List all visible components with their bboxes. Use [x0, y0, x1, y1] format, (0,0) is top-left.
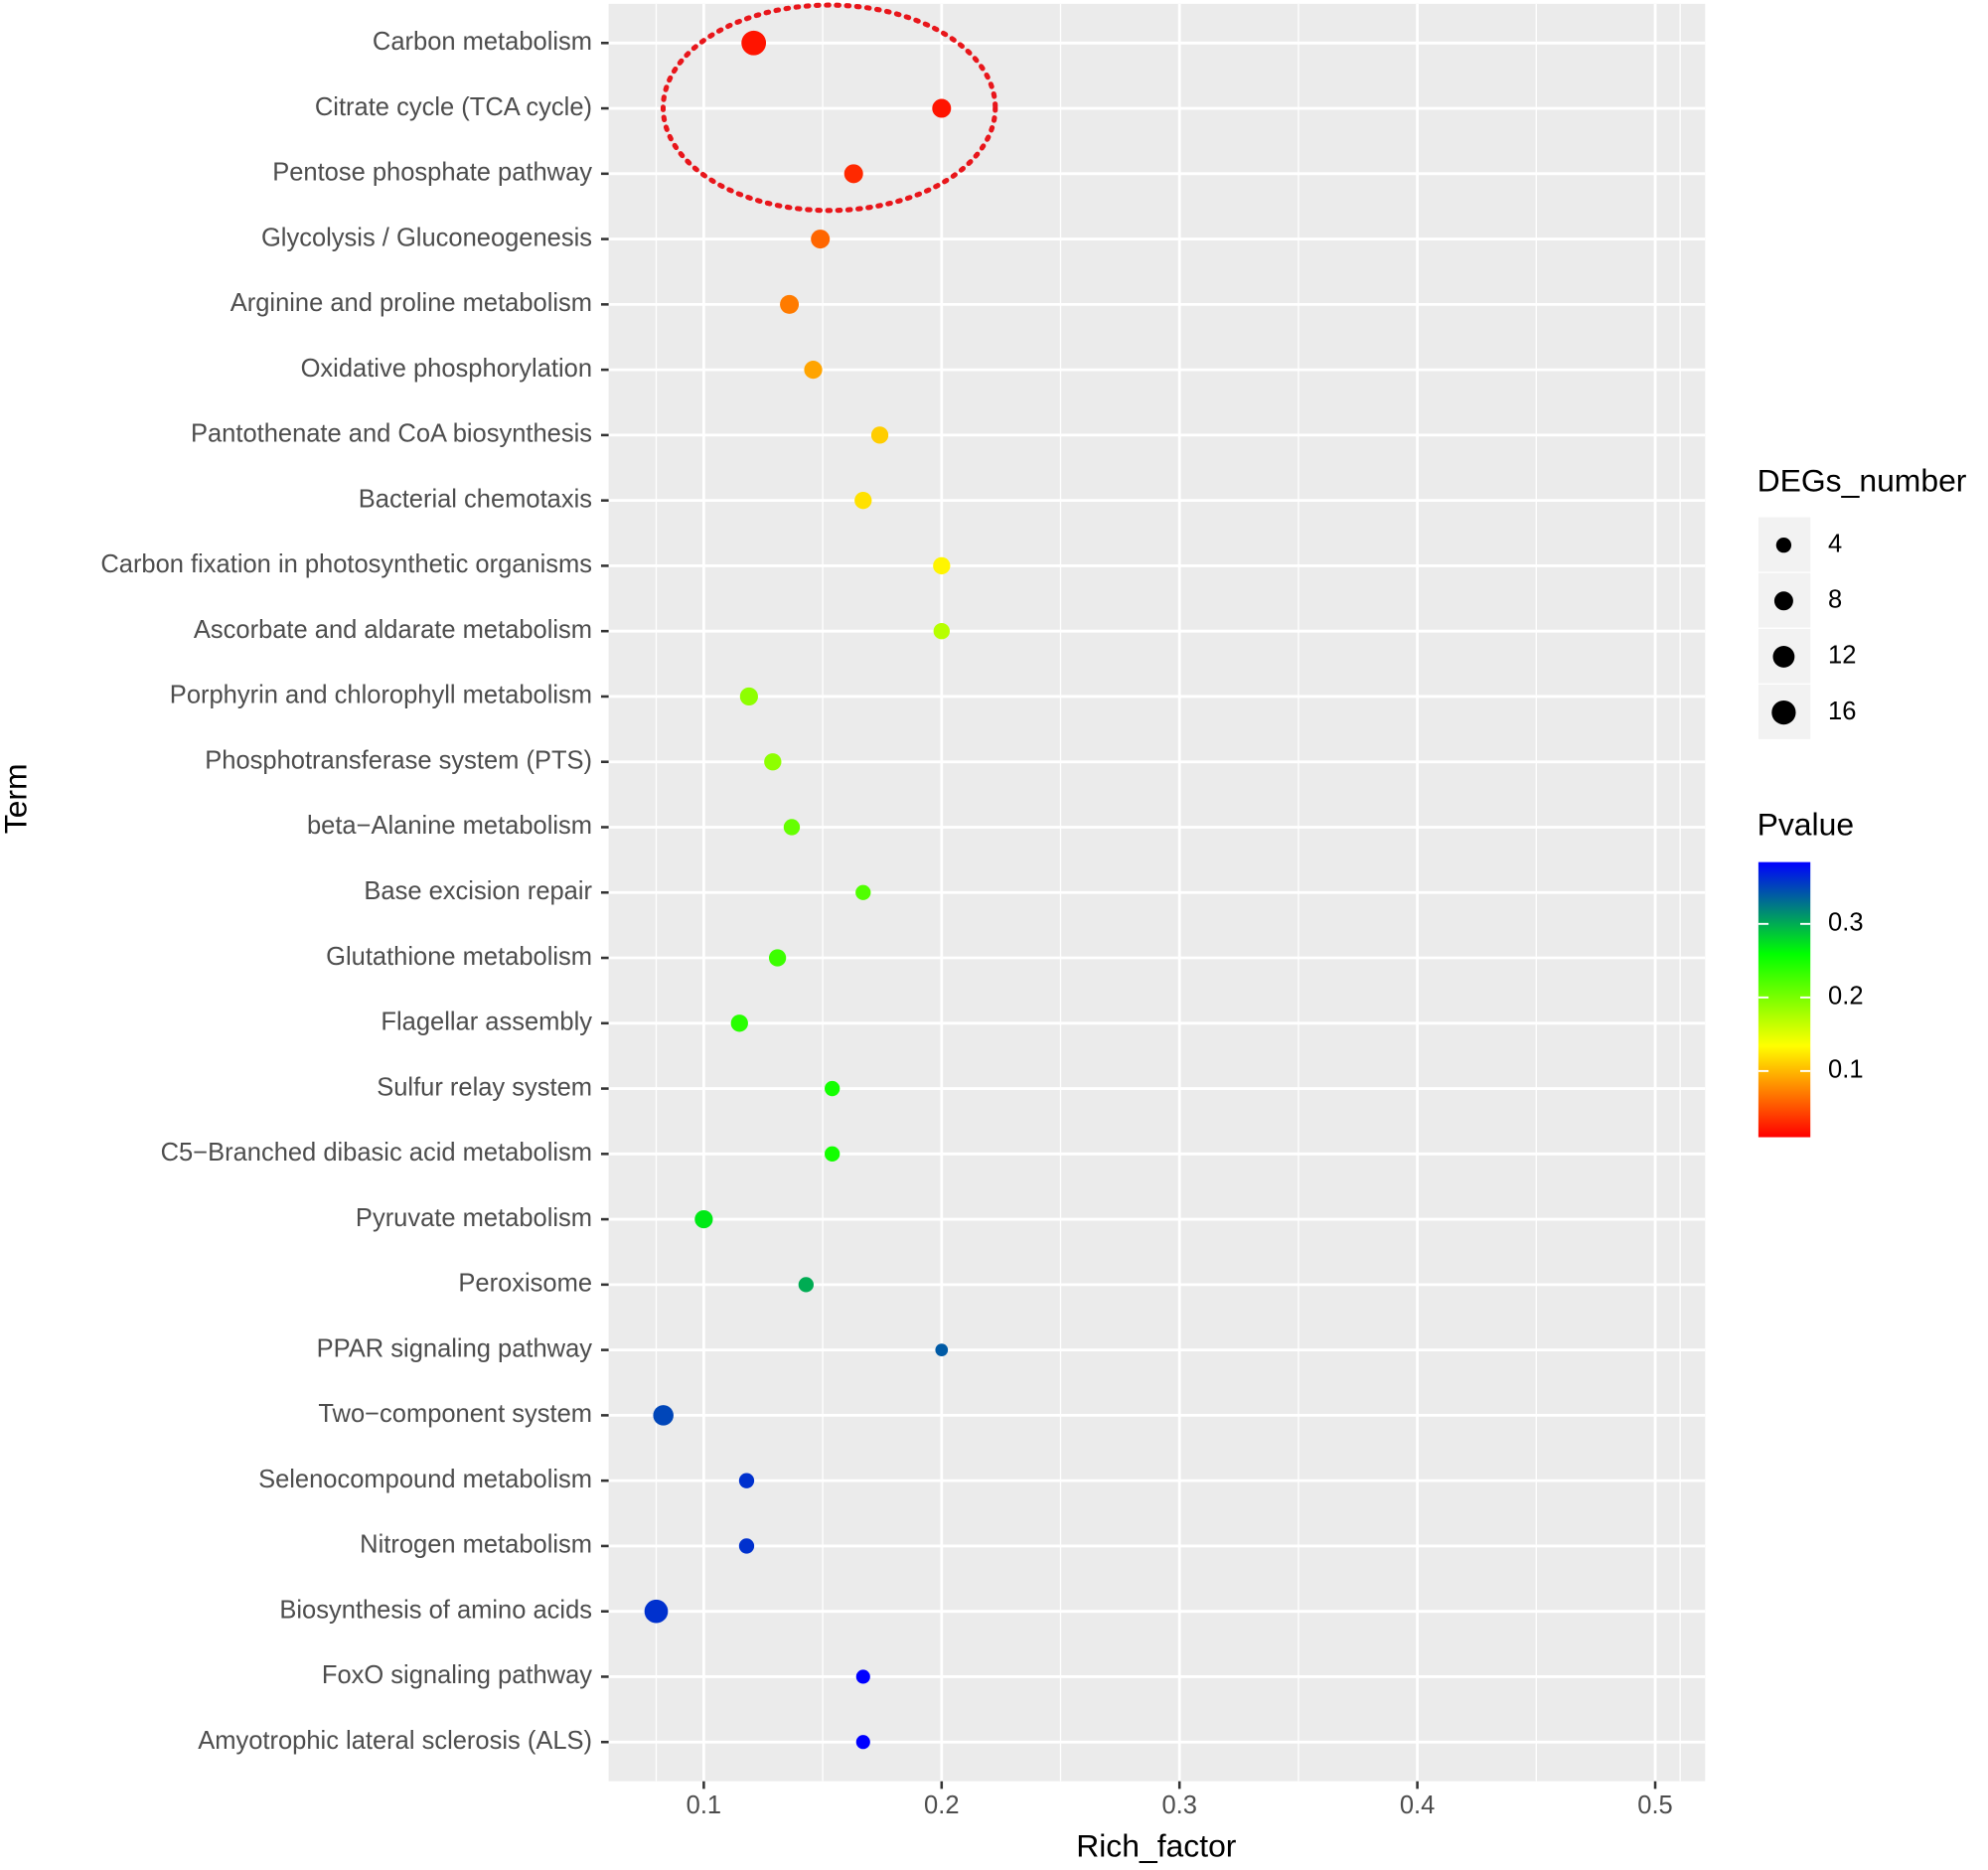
dot: [933, 556, 951, 575]
legend-dot: [1773, 591, 1793, 611]
dot: [804, 361, 823, 380]
y-tick-label: Citrate cycle (TCA cycle): [315, 93, 592, 121]
y-tick-label: FoxO signaling pathway: [322, 1661, 592, 1689]
y-tick-label: Glutathione metabolism: [326, 943, 592, 971]
y-tick-label: Carbon fixation in photosynthetic organi…: [100, 550, 592, 578]
dot: [870, 426, 889, 444]
y-tick-label: Pantothenate and CoA biosynthesis: [191, 420, 592, 448]
legend-dot: [1771, 700, 1796, 725]
y-tick-label: Arginine and proline metabolism: [230, 289, 592, 317]
x-tick-label: 0.4: [1400, 1792, 1435, 1819]
size-legend-title: DEGs_number: [1758, 463, 1967, 499]
y-tick-label: Sulfur relay system: [377, 1073, 592, 1101]
dot: [768, 949, 787, 967]
dot: [730, 1014, 748, 1032]
color-bar: [1758, 861, 1811, 1138]
x-tick-label: 0.3: [1161, 1792, 1196, 1819]
y-tick-label: Two−component system: [318, 1400, 592, 1428]
dot: [825, 1080, 841, 1097]
dot: [739, 687, 758, 706]
dot: [741, 30, 767, 56]
legend-label: 4: [1828, 530, 1842, 557]
dot: [764, 753, 782, 771]
dot: [825, 1146, 841, 1162]
legend-label: 12: [1828, 642, 1856, 670]
dot: [855, 1735, 870, 1750]
dot: [933, 623, 950, 640]
dot: [935, 1343, 949, 1356]
y-tick-label: Phosphotransferase system (PTS): [205, 746, 592, 774]
y-tick-label: PPAR signaling pathway: [317, 1334, 593, 1362]
legend-dot: [1772, 646, 1795, 668]
dot: [843, 164, 863, 184]
color-tick-label: 0.2: [1828, 983, 1863, 1011]
dot: [855, 884, 871, 900]
legend-label: 16: [1828, 698, 1856, 725]
dot: [798, 1277, 814, 1293]
y-tick-label: C5−Branched dibasic acid metabolism: [161, 1139, 592, 1167]
y-tick-label: Base excision repair: [364, 877, 592, 905]
y-tick-label: Pyruvate metabolism: [356, 1204, 592, 1232]
y-tick-label: Pentose phosphate pathway: [272, 159, 592, 187]
x-tick-label: 0.1: [687, 1792, 721, 1819]
y-tick-label: Biosynthesis of amino acids: [279, 1596, 592, 1624]
y-tick-label: Peroxisome: [458, 1270, 592, 1298]
dot: [653, 1405, 674, 1426]
color-tick-label: 0.1: [1828, 1056, 1863, 1084]
y-tick-label: Selenocompound metabolism: [258, 1466, 592, 1493]
y-tick-label: Porphyrin and chlorophyll metabolism: [170, 682, 592, 709]
dot: [783, 819, 801, 836]
y-tick-label: Oxidative phosphorylation: [301, 355, 592, 383]
legend-dot: [1775, 537, 1792, 553]
dot: [855, 1669, 870, 1684]
y-tick-label: Nitrogen metabolism: [360, 1531, 592, 1559]
legend-label: 8: [1828, 586, 1842, 614]
y-tick-label: Glycolysis / Gluconeogenesis: [261, 224, 592, 251]
y-tick-label: Ascorbate and aldarate metabolism: [194, 616, 592, 644]
dot: [644, 1599, 669, 1624]
dot: [694, 1209, 713, 1229]
x-tick-label: 0.2: [924, 1792, 959, 1819]
y-tick-label: Amyotrophic lateral sclerosis (ALS): [198, 1727, 592, 1755]
y-tick-label: beta−Alanine metabolism: [307, 812, 592, 840]
highlight-ellipse: [660, 2, 998, 214]
x-axis-title: Rich_factor: [1076, 1828, 1237, 1864]
dot: [932, 98, 952, 118]
dot: [854, 491, 872, 510]
color-legend-title: Pvalue: [1758, 806, 1854, 842]
dot: [811, 230, 831, 249]
y-tick-label: Flagellar assembly: [381, 1009, 592, 1036]
y-tick-label: Bacterial chemotaxis: [359, 485, 592, 513]
dot: [738, 1538, 755, 1554]
y-tick-label: Carbon metabolism: [373, 28, 592, 56]
y-axis-title: Term: [0, 763, 33, 834]
color-tick-label: 0.3: [1828, 909, 1863, 937]
x-tick-label: 0.5: [1637, 1792, 1672, 1819]
dot: [738, 1473, 755, 1488]
dot: [780, 294, 800, 314]
